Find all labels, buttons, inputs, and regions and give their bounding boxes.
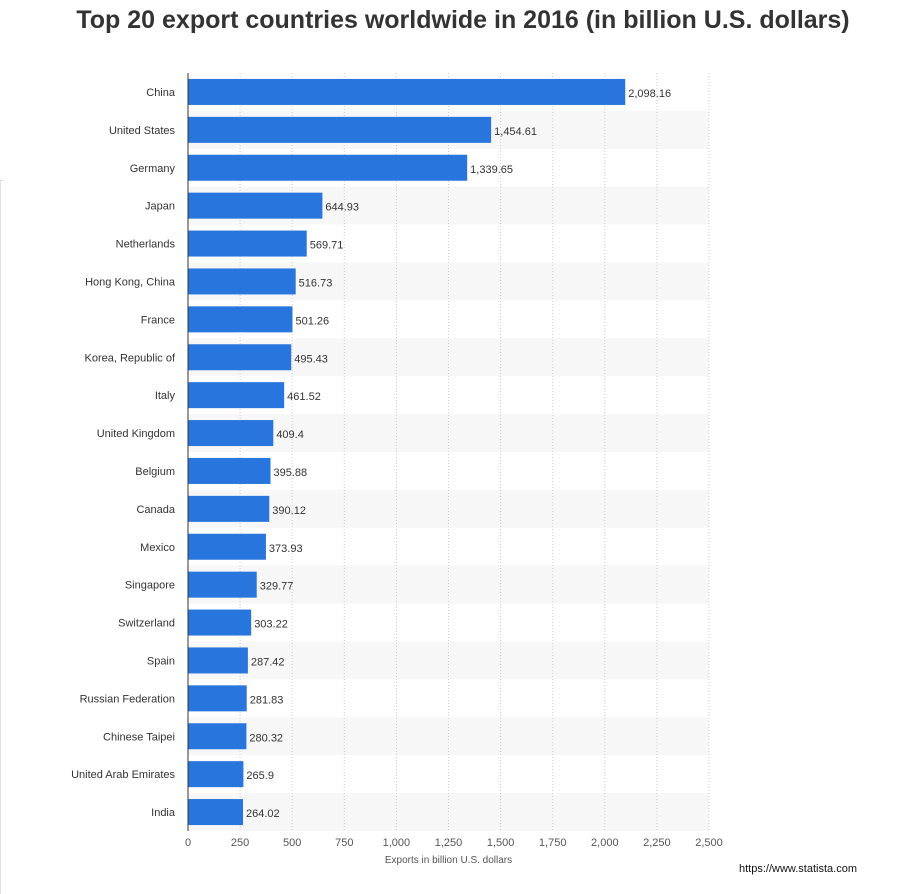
value-label: 516.73 xyxy=(299,277,333,289)
category-label: Canada xyxy=(136,504,175,516)
x-tick-label: 0 xyxy=(185,837,191,849)
x-tick-label: 1,000 xyxy=(383,837,411,849)
category-label: Germany xyxy=(130,163,176,175)
category-labels: China United States Germany Japan Netherland… xyxy=(71,87,176,819)
bar[interactable] xyxy=(188,116,492,143)
bar[interactable] xyxy=(188,382,285,409)
x-tick-label: 1,750 xyxy=(539,837,567,849)
category-label: Belgium xyxy=(135,466,175,478)
value-label: 495.43 xyxy=(294,353,328,365)
value-label: 281.83 xyxy=(250,694,284,706)
bar[interactable] xyxy=(188,723,247,750)
value-label: 409.4 xyxy=(276,429,304,441)
value-label: 1,339.65 xyxy=(470,164,513,176)
bar[interactable] xyxy=(188,799,244,826)
category-label: France xyxy=(141,314,175,326)
bar[interactable] xyxy=(188,420,274,447)
chart-title: Top 20 export countries worldwide in 201… xyxy=(76,6,850,34)
bar[interactable] xyxy=(188,495,270,522)
value-label: 303.22 xyxy=(254,619,288,631)
x-tick-label: 1,250 xyxy=(435,837,463,849)
bar[interactable] xyxy=(188,761,244,788)
x-tick-label: 1,500 xyxy=(487,837,515,849)
bar[interactable] xyxy=(188,685,247,712)
value-label: 329.77 xyxy=(260,581,294,593)
bar[interactable] xyxy=(188,154,468,181)
category-label: Russian Federation xyxy=(80,693,175,705)
category-label: Singapore xyxy=(125,580,175,592)
bar[interactable] xyxy=(188,192,323,219)
value-label: 395.88 xyxy=(274,467,308,479)
bar[interactable] xyxy=(188,78,626,105)
category-label: United States xyxy=(109,125,176,137)
x-tick-label: 750 xyxy=(335,837,353,849)
category-label: United Arab Emirates xyxy=(71,769,175,781)
category-label: Japan xyxy=(145,201,175,213)
category-label: Switzerland xyxy=(118,618,175,630)
value-labels: 2,098.16 1,454.61 1,339.65 644.93 569.71 516.… xyxy=(246,88,671,820)
category-label: Korea, Republic of xyxy=(85,352,176,364)
value-label: 280.32 xyxy=(249,732,283,744)
value-label: 1,454.61 xyxy=(494,126,537,138)
value-label: 2,098.16 xyxy=(628,88,671,100)
bar[interactable] xyxy=(188,533,266,560)
bars xyxy=(188,78,626,826)
category-label: Spain xyxy=(147,655,175,667)
x-axis-title: Exports in billion U.S. dollars xyxy=(385,855,512,866)
value-label: 461.52 xyxy=(287,391,321,403)
category-label: United Kingdom xyxy=(97,428,175,440)
category-label: Chinese Taipei xyxy=(103,731,175,743)
x-tick-label: 250 xyxy=(231,837,249,849)
value-label: 390.12 xyxy=(272,505,306,517)
category-label: Italy xyxy=(155,390,176,402)
value-label: 569.71 xyxy=(310,240,344,252)
row-band xyxy=(188,565,709,604)
bar[interactable] xyxy=(188,344,292,371)
value-label: 501.26 xyxy=(295,315,329,327)
x-tick-label: 2,000 xyxy=(591,837,619,849)
bar[interactable] xyxy=(188,571,257,598)
category-label: India xyxy=(151,807,176,819)
value-label: 264.02 xyxy=(246,808,280,820)
bar[interactable] xyxy=(188,609,252,636)
x-tick-label: 500 xyxy=(283,837,301,849)
side-divider xyxy=(0,180,4,894)
bar[interactable] xyxy=(188,647,248,674)
bar[interactable] xyxy=(188,230,307,257)
bar[interactable] xyxy=(188,306,293,333)
value-label: 373.93 xyxy=(269,543,303,555)
category-label: Netherlands xyxy=(116,239,176,251)
value-label: 644.93 xyxy=(325,202,359,214)
x-tick-labels: 0 250 500 750 1,000 1,250 1,500 1,750 2,000 2,250… xyxy=(185,837,723,849)
source-link[interactable]: https://www.statista.com xyxy=(739,863,857,875)
value-label: 265.9 xyxy=(246,770,274,782)
x-tick-label: 2,500 xyxy=(695,837,723,849)
x-tick-label: 2,250 xyxy=(643,837,671,849)
category-label: Hong Kong, China xyxy=(85,276,176,288)
category-label: Mexico xyxy=(140,542,175,554)
grid-lines xyxy=(239,73,710,831)
bar[interactable] xyxy=(188,457,271,484)
value-label: 287.42 xyxy=(251,656,285,668)
category-label: China xyxy=(146,87,176,99)
bar[interactable] xyxy=(188,268,296,295)
